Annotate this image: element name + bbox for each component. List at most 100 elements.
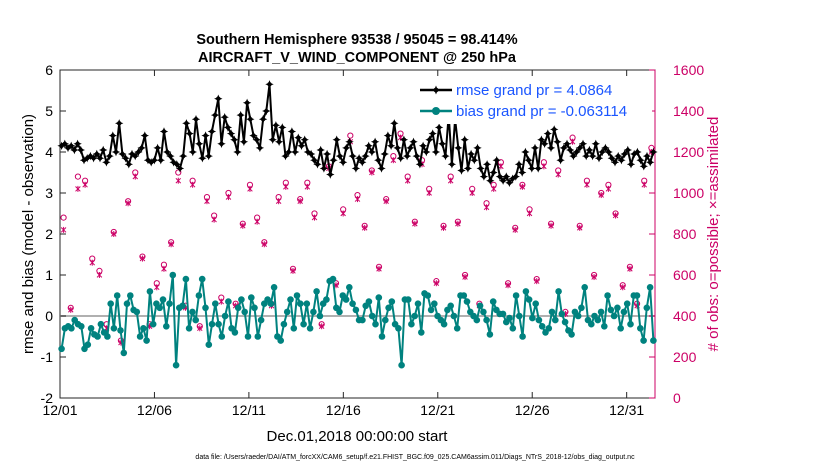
- obs-assimilated-point: [161, 265, 167, 272]
- bias-point: [205, 341, 213, 349]
- y-tick-label: 4: [45, 144, 53, 160]
- rmse-marker-core: [548, 145, 554, 151]
- rmse-point: [329, 156, 338, 165]
- y-tick-label: 2: [45, 226, 53, 242]
- rmse-point: [476, 164, 485, 173]
- rmse-marker-core: [385, 133, 391, 138]
- rmse-marker-core: [184, 121, 189, 126]
- rmse-point: [268, 135, 277, 144]
- rmse-marker-core: [564, 141, 570, 146]
- rmse-point: [294, 133, 303, 142]
- obs-assimilated-point: [318, 323, 325, 330]
- bias-point: [316, 312, 324, 320]
- rmse-point: [591, 139, 600, 148]
- rmse-marker-core: [94, 151, 99, 157]
- bias-point: [650, 337, 657, 344]
- rmse-marker-core: [472, 158, 477, 163]
- rmse-marker-core: [369, 149, 375, 155]
- rmse-marker-core: [286, 149, 291, 155]
- rmse-marker-core: [273, 123, 279, 128]
- bias-point: [375, 294, 383, 301]
- rmse-point: [351, 164, 361, 173]
- rmse-point: [89, 154, 98, 163]
- rmse-marker-core: [507, 180, 512, 185]
- bias-point: [104, 333, 111, 340]
- rmse-marker-core: [235, 149, 240, 155]
- rmse-point: [166, 151, 175, 161]
- obs-assimilated-point: [204, 198, 210, 205]
- rmse-marker-core: [353, 166, 359, 171]
- bias-point: [506, 314, 513, 322]
- rmse-marker-core: [296, 135, 301, 140]
- rmse-marker-core: [117, 121, 122, 126]
- bias-point: [486, 331, 494, 338]
- rmse-point: [511, 172, 520, 181]
- rmse-marker-core: [337, 153, 343, 159]
- rmse-point: [367, 147, 377, 157]
- bias-point: [231, 329, 239, 336]
- rmse-marker-core: [574, 149, 579, 155]
- rmse-point: [332, 135, 341, 144]
- obs-assimilated-point: [505, 282, 511, 289]
- rmse-point: [460, 135, 469, 144]
- bias-point: [143, 337, 150, 344]
- rmse-point: [223, 123, 233, 132]
- rmse-marker-core: [75, 141, 80, 146]
- bias-point: [241, 308, 248, 316]
- rmse-marker-core: [616, 153, 621, 159]
- y-tick-label: 5: [45, 103, 53, 119]
- rmse-point: [57, 141, 66, 150]
- rmse-point: [502, 172, 511, 181]
- rmse-point: [454, 143, 463, 153]
- bias-point: [382, 316, 389, 324]
- rmse-point: [188, 147, 197, 157]
- rmse-point: [607, 154, 616, 163]
- obs-assimilated-point: [498, 163, 504, 170]
- rmse-marker-core: [97, 156, 103, 161]
- y-tick-label: -1: [41, 349, 54, 365]
- obs-assimilated-point: [189, 181, 196, 188]
- rmse-point: [370, 137, 380, 146]
- obs-assimilated-point: [283, 183, 289, 190]
- bias-point: [574, 312, 582, 320]
- bias-point: [329, 275, 337, 283]
- rmse-marker-core: [299, 143, 304, 148]
- rmse-marker-core: [529, 166, 534, 171]
- legend-box: [418, 78, 652, 124]
- rmse-marker-core: [392, 121, 397, 126]
- rmse-marker-core: [190, 149, 195, 155]
- rmse-marker-core: [545, 131, 550, 136]
- bias-point: [512, 292, 520, 299]
- rmse-point: [553, 137, 562, 146]
- obs-assimilated-point: [412, 220, 418, 227]
- rmse-point: [179, 151, 188, 161]
- rmse-marker-core: [155, 145, 160, 151]
- obs-assimilated-point: [297, 198, 303, 205]
- rmse-marker-core: [532, 145, 538, 151]
- rmse-point: [562, 139, 572, 148]
- rmse-marker-core: [254, 137, 259, 142]
- rmse-point: [361, 151, 370, 161]
- obs-assimilated-point: [541, 163, 547, 170]
- rmse-point: [156, 156, 165, 165]
- rmse-point: [572, 147, 581, 157]
- rmse-marker-core: [206, 153, 211, 159]
- obs-assimilated-point: [225, 194, 232, 201]
- rmse-marker-core: [289, 129, 295, 134]
- rmse-marker-core: [372, 139, 378, 144]
- rmse-marker-core: [302, 137, 307, 142]
- rmse-point: [140, 131, 149, 140]
- rmse-point: [278, 123, 287, 132]
- rmse-marker-core: [494, 158, 499, 163]
- rmse-point: [620, 149, 629, 159]
- rmse-marker-core: [241, 139, 247, 144]
- rmse-point: [60, 139, 69, 148]
- rmse-point: [338, 158, 348, 167]
- bias-point: [378, 333, 386, 340]
- bias-point: [346, 284, 353, 291]
- obs-assimilated-point: [519, 183, 526, 190]
- rmse-point: [118, 149, 127, 159]
- rmse-marker-core: [580, 141, 586, 146]
- rmse-point: [297, 141, 306, 150]
- rmse-point: [508, 174, 517, 183]
